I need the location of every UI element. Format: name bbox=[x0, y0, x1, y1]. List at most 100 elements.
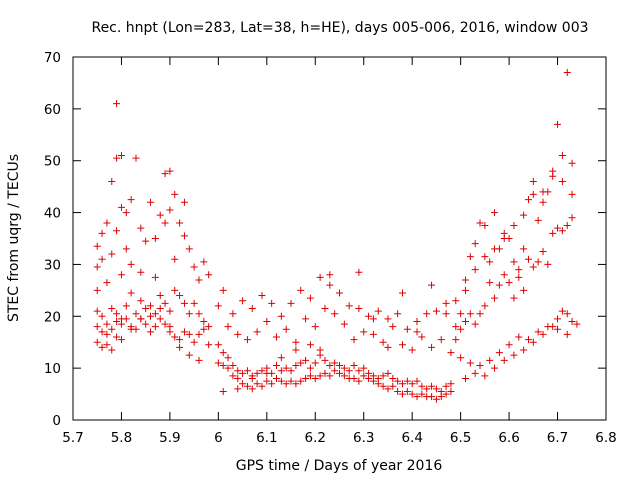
data-point bbox=[563, 222, 571, 230]
data-point bbox=[539, 330, 547, 338]
data-point bbox=[122, 302, 130, 310]
data-point bbox=[205, 271, 213, 279]
data-point bbox=[205, 341, 213, 349]
data-point bbox=[471, 320, 479, 328]
data-point bbox=[108, 325, 116, 333]
data-point bbox=[273, 333, 281, 341]
data-point bbox=[403, 377, 411, 385]
data-point bbox=[263, 369, 271, 377]
data-point bbox=[394, 387, 402, 395]
data-point bbox=[374, 307, 382, 315]
data-point bbox=[495, 281, 503, 289]
data-point bbox=[524, 255, 532, 263]
data-point bbox=[355, 367, 363, 375]
data-point bbox=[520, 286, 528, 294]
data-point bbox=[524, 336, 532, 344]
data-point bbox=[432, 385, 440, 393]
data-point bbox=[369, 330, 377, 338]
data-point bbox=[486, 279, 494, 287]
data-point bbox=[268, 299, 276, 307]
x-tick-label: 5.9 bbox=[159, 430, 180, 446]
data-point bbox=[297, 377, 305, 385]
data-point bbox=[292, 338, 300, 346]
data-point bbox=[476, 362, 484, 370]
data-point bbox=[113, 100, 121, 108]
data-point bbox=[302, 356, 310, 364]
data-point bbox=[93, 286, 101, 294]
data-point bbox=[253, 328, 261, 336]
data-point bbox=[398, 390, 406, 398]
data-point bbox=[418, 390, 426, 398]
data-point bbox=[331, 359, 339, 367]
data-point bbox=[263, 377, 271, 385]
data-point bbox=[234, 367, 242, 375]
data-point bbox=[355, 377, 363, 385]
data-point bbox=[515, 273, 523, 281]
data-point bbox=[292, 380, 300, 388]
data-point bbox=[142, 305, 150, 313]
data-point bbox=[156, 211, 164, 219]
data-point bbox=[539, 247, 547, 255]
data-point bbox=[277, 312, 285, 320]
data-point bbox=[403, 325, 411, 333]
data-point bbox=[287, 299, 295, 307]
data-point bbox=[529, 263, 537, 271]
data-point bbox=[384, 315, 392, 323]
data-point bbox=[491, 245, 499, 253]
data-point bbox=[365, 375, 373, 383]
data-point bbox=[311, 359, 319, 367]
data-point bbox=[340, 372, 348, 380]
data-point bbox=[369, 377, 377, 385]
data-point bbox=[306, 341, 314, 349]
data-point bbox=[229, 372, 237, 380]
chart-title: Rec. hnpt (Lon=283, Lat=38, h=HE), days … bbox=[91, 20, 588, 36]
data-point bbox=[113, 227, 121, 235]
data-point bbox=[360, 364, 368, 372]
data-point bbox=[336, 289, 343, 297]
data-point bbox=[248, 375, 256, 383]
data-point bbox=[93, 307, 101, 315]
data-point bbox=[263, 317, 271, 325]
y-tick-label: 0 bbox=[52, 413, 61, 429]
data-point bbox=[442, 382, 450, 390]
data-point bbox=[471, 240, 479, 248]
data-point bbox=[214, 341, 222, 349]
data-point bbox=[287, 377, 295, 385]
data-point bbox=[481, 253, 489, 261]
data-point bbox=[224, 354, 232, 362]
data-point bbox=[355, 305, 363, 313]
y-tick-label: 30 bbox=[44, 257, 61, 273]
data-point bbox=[176, 343, 184, 351]
data-point bbox=[510, 222, 518, 230]
data-point bbox=[239, 369, 247, 377]
data-point bbox=[239, 380, 247, 388]
data-point bbox=[529, 177, 537, 185]
data-point bbox=[180, 328, 188, 336]
data-point bbox=[510, 258, 518, 266]
data-point bbox=[108, 346, 116, 354]
x-tick-label: 6.3 bbox=[353, 430, 374, 446]
data-point bbox=[326, 362, 334, 370]
data-point bbox=[486, 258, 494, 266]
data-point bbox=[461, 317, 469, 325]
data-point bbox=[520, 211, 528, 219]
data-point bbox=[306, 364, 314, 372]
data-point bbox=[568, 214, 576, 222]
data-point bbox=[180, 232, 188, 240]
data-point bbox=[176, 336, 184, 344]
data-point bbox=[466, 253, 474, 261]
data-point bbox=[413, 377, 421, 385]
data-point bbox=[379, 372, 387, 380]
data-point bbox=[461, 286, 469, 294]
data-point bbox=[108, 250, 116, 258]
data-point bbox=[321, 369, 329, 377]
data-point bbox=[398, 341, 406, 349]
y-tick-label: 20 bbox=[44, 309, 61, 325]
data-point bbox=[151, 323, 159, 331]
data-point bbox=[117, 152, 125, 160]
data-point bbox=[103, 279, 111, 287]
data-point bbox=[282, 380, 290, 388]
data-point bbox=[408, 346, 416, 354]
data-point bbox=[185, 330, 193, 338]
data-point bbox=[326, 281, 334, 289]
